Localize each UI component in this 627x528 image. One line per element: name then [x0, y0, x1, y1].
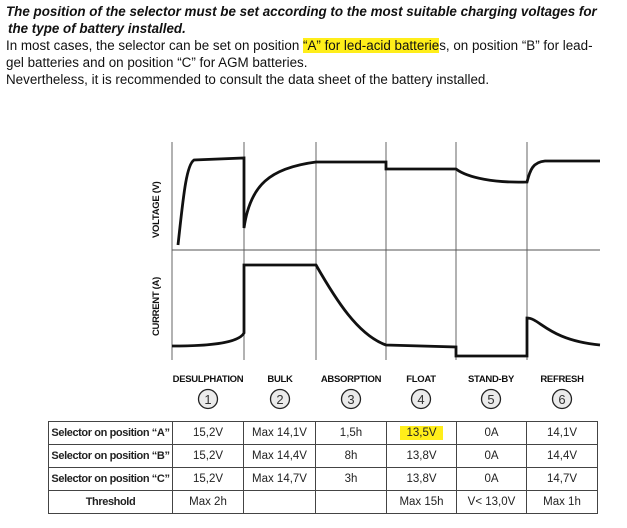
- stage-number-3: 3: [347, 392, 354, 407]
- para1-after: s, on position “B” for lead-: [439, 38, 593, 53]
- stage-label-desulphation: DESULPHATION: [173, 374, 244, 385]
- para1-line2: gel batteries and on position “C” for AG…: [6, 55, 308, 70]
- voltage-curve: [176, 156, 600, 246]
- stage-labels: DESULPHATION BULK ABSORPTION FLOAT STAND…: [173, 374, 585, 385]
- row-c-stand-by: 0A: [456, 467, 527, 491]
- row-threshold-absorption: [315, 490, 387, 514]
- row-b-refresh: 14,4V: [526, 444, 598, 468]
- stage-circle-5: [480, 388, 502, 410]
- table-row-a: Selector on position “A” 15,2V Max 14,1V…: [48, 421, 598, 445]
- row-b-stand-by: 0A: [456, 444, 527, 468]
- intro-paragraph-2: Nevertheless, it is recommended to consu…: [6, 72, 490, 87]
- row-a-label: Selector on position “A”: [48, 421, 173, 445]
- stage-numbers: 1 2 3 4 5 6: [197, 388, 573, 410]
- row-c-label: Selector on position “C”: [48, 467, 173, 491]
- row-threshold-desulphation: Max 2h: [172, 490, 244, 514]
- intro-text: The position of the selector must be set…: [6, 3, 622, 88]
- row-a-bulk: Max 14,1V: [243, 421, 316, 445]
- title-line-2: the type of battery installed.: [8, 21, 186, 36]
- stage-circle-3: [340, 388, 362, 410]
- row-a-stand-by: 0A: [456, 421, 527, 445]
- stage-number-1: 1: [204, 392, 211, 407]
- stage-label-bulk: BULK: [267, 374, 293, 385]
- row-a-float: 13,5V: [400, 426, 443, 440]
- row-c-desulphation: 15,2V: [172, 467, 244, 491]
- stage-circle-1: [197, 388, 219, 410]
- row-a-float-cell: 13,5V: [386, 421, 457, 445]
- selector-table: Selector on position “A” 15,2V Max 14,1V…: [48, 421, 598, 514]
- current-curve: [171, 263, 601, 358]
- voltage-axis-label: VOLTAGE (V): [151, 181, 162, 238]
- current-axis-label: CURRENT (A): [151, 277, 162, 336]
- chart-grid: [171, 142, 600, 360]
- row-c-bulk: Max 14,7V: [243, 467, 316, 491]
- row-b-bulk: Max 14,4V: [243, 444, 316, 468]
- row-b-absorption: 8h: [315, 444, 387, 468]
- stage-label-stand-by: STAND-BY: [468, 374, 515, 385]
- stage-label-float: FLOAT: [406, 374, 436, 385]
- stage-circle-2: [269, 388, 291, 410]
- row-c-refresh: 14,7V: [526, 467, 598, 491]
- table-row-c: Selector on position “C” 15,2V Max 14,7V…: [48, 467, 598, 491]
- row-a-refresh: 14,1V: [526, 421, 598, 445]
- row-b-label: Selector on position “B”: [48, 444, 173, 468]
- stage-label-refresh: REFRESH: [540, 374, 584, 385]
- stage-label-absorption: ABSORPTION: [321, 374, 382, 385]
- stage-circle-4: [410, 388, 432, 410]
- intro-title: The position of the selector must be set…: [6, 3, 622, 37]
- stage-number-5: 5: [487, 392, 494, 407]
- table-row-threshold: Threshold Max 2h Max 15h V< 13,0V Max 1h: [48, 490, 598, 514]
- table-row-b: Selector on position “B” 15,2V Max 14,4V…: [48, 444, 598, 468]
- stage-circle-6: [551, 388, 573, 410]
- row-c-float: 13,8V: [386, 467, 457, 491]
- row-threshold-refresh: Max 1h: [526, 490, 598, 514]
- title-line-1: The position of the selector must be set…: [6, 4, 597, 19]
- row-threshold-bulk: [243, 490, 316, 514]
- stage-number-2: 2: [276, 392, 283, 407]
- row-threshold-stand-by: V< 13,0V: [456, 490, 527, 514]
- row-threshold-label: Threshold: [48, 490, 173, 514]
- row-threshold-float: Max 15h: [386, 490, 457, 514]
- row-b-desulphation: 15,2V: [172, 444, 244, 468]
- intro-paragraph-1: In most cases, the selector can be set o…: [6, 37, 622, 71]
- para1-before: In most cases, the selector can be set o…: [6, 38, 303, 53]
- stage-number-4: 4: [417, 392, 424, 407]
- row-a-desulphation: 15,2V: [172, 421, 244, 445]
- row-a-absorption: 1,5h: [315, 421, 387, 445]
- para1-highlight: “A” for led-acid batterie: [303, 38, 440, 53]
- row-b-float: 13,8V: [386, 444, 457, 468]
- stage-number-6: 6: [558, 392, 565, 407]
- row-c-absorption: 3h: [315, 467, 387, 491]
- charging-chart: VOLTAGE (V) CURRENT (A) DESULPHATION BUL…: [151, 142, 601, 410]
